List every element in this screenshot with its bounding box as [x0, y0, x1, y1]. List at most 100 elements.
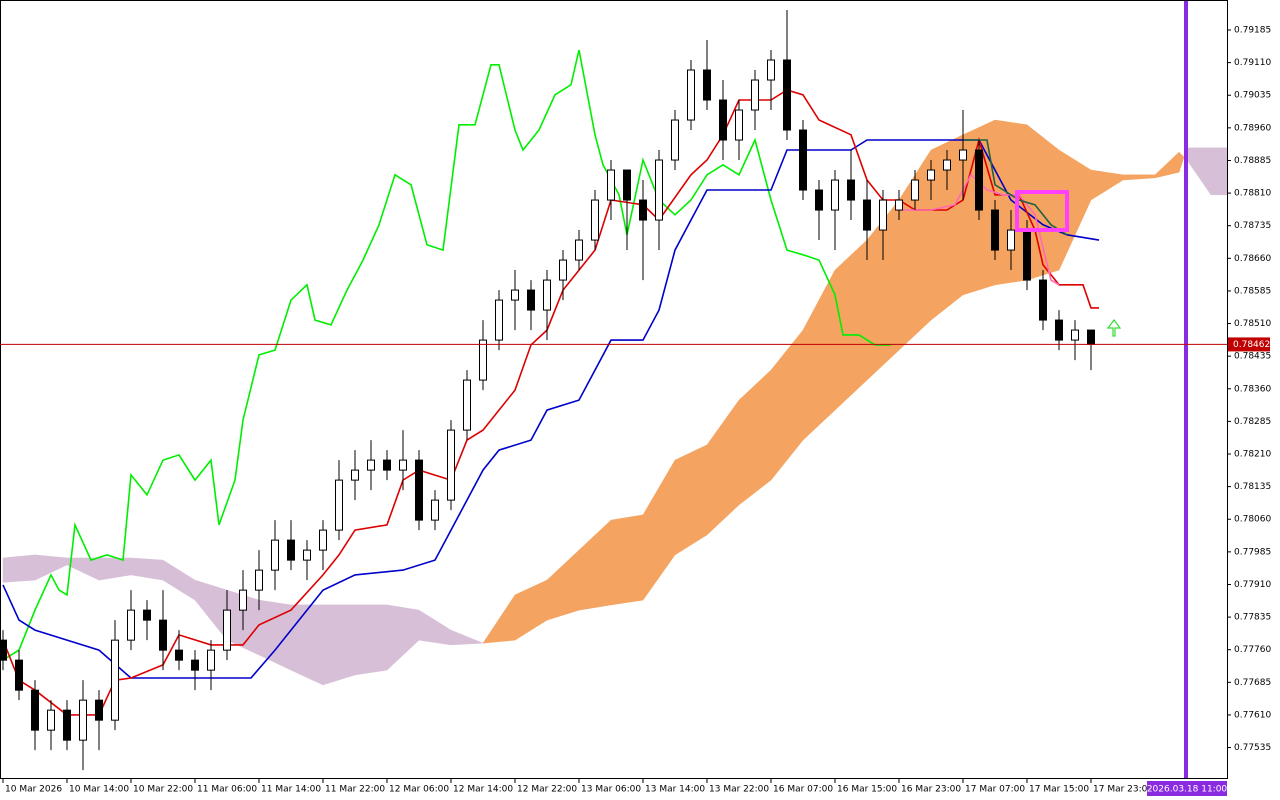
y-tick-label: 0.78810 — [1234, 189, 1271, 199]
y-tick-label: 0.78885 — [1234, 156, 1271, 166]
candle-body — [703, 69, 711, 101]
candle-body — [463, 379, 471, 431]
y-tick-label: 0.79035 — [1234, 91, 1271, 101]
cloud-segment — [1178, 151, 1185, 173]
candle-body — [255, 569, 263, 591]
candle-body — [495, 299, 503, 341]
candle-body — [111, 639, 119, 721]
candle-body — [335, 479, 343, 531]
y-tick-label: 0.77985 — [1234, 547, 1271, 557]
up-arrow — [1106, 319, 1122, 337]
candle-body — [63, 709, 71, 741]
candle-body — [591, 199, 599, 241]
candle-body — [431, 499, 439, 521]
x-tick-label: 11 Mar 22:00 — [325, 785, 385, 795]
x-tick-label: 13 Mar 22:00 — [709, 785, 769, 795]
candle-body — [991, 209, 999, 251]
candle-body — [79, 699, 87, 741]
candle-body — [751, 79, 759, 111]
candle-body — [1071, 329, 1079, 341]
candle-body — [639, 199, 647, 221]
cursor-time-label: 2026.03.18 11:00 — [1147, 785, 1228, 795]
x-tick-label: 16 Mar 15:00 — [837, 785, 897, 795]
candle-body — [383, 459, 391, 471]
ichimoku-cloud — [2, 119, 1228, 686]
candle-body — [1039, 279, 1047, 321]
cloud-segment — [610, 514, 644, 606]
candle-body — [175, 649, 183, 661]
candle-body — [143, 609, 151, 621]
x-tick-label: 10 Mar 22:00 — [133, 785, 193, 795]
candle-body — [351, 469, 359, 481]
candle-body — [671, 119, 679, 161]
x-tick-label: 12 Mar 22:00 — [517, 785, 577, 795]
candle-body — [479, 339, 487, 381]
candle-body — [895, 199, 903, 211]
y-tick-label: 0.77610 — [1234, 710, 1271, 720]
candle-body — [927, 169, 935, 181]
y-tick-label: 0.78660 — [1234, 254, 1271, 264]
candle-body — [943, 159, 951, 171]
cloud-segment — [322, 604, 356, 686]
candle-body — [271, 539, 279, 571]
candle-body — [511, 289, 519, 301]
x-tick-label: 12 Mar 06:00 — [389, 785, 449, 795]
candle-body — [863, 199, 871, 231]
candle-body — [527, 289, 535, 311]
candle-body — [655, 159, 663, 221]
y-tick-label: 0.78510 — [1234, 319, 1271, 329]
cloud-segment — [2, 554, 36, 583]
cloud-segment — [354, 604, 388, 676]
x-tick-label: 10 Mar 14:00 — [69, 785, 129, 795]
candle-body — [1023, 229, 1031, 281]
candle-body — [767, 59, 775, 81]
y-tick-label: 0.77685 — [1234, 678, 1271, 688]
candle-body — [1087, 329, 1095, 345]
y-tick-label: 0.78210 — [1234, 450, 1271, 460]
candle-body — [207, 649, 215, 671]
candle-body — [415, 459, 423, 521]
x-tick-label: 10 Mar 2026 — [5, 785, 62, 795]
candle-body — [15, 659, 23, 691]
x-tick-label: 11 Mar 06:00 — [197, 785, 257, 795]
y-tick-label: 0.77760 — [1234, 645, 1271, 655]
candle-body — [223, 609, 231, 651]
cursor-time-box — [1147, 781, 1227, 796]
y-tick-label: 0.78135 — [1234, 482, 1271, 492]
y-tick-label: 0.78585 — [1234, 286, 1271, 296]
indicator-line — [899, 173, 1060, 286]
candle-body — [975, 149, 983, 211]
x-tick-label: 13 Mar 14:00 — [645, 785, 705, 795]
candle-body — [815, 189, 823, 211]
y-tick-label: 0.79185 — [1234, 26, 1271, 36]
x-tick-label: 13 Mar 06:00 — [581, 785, 641, 795]
candle-body — [799, 129, 807, 191]
candle-body — [831, 179, 839, 211]
cloud-segment — [834, 239, 868, 411]
x-tick-label: 17 Mar 07:00 — [965, 785, 1025, 795]
y-tick-label: 0.78060 — [1234, 515, 1271, 525]
candle-body — [239, 589, 247, 611]
candle-body — [303, 549, 311, 561]
candle-body — [31, 689, 39, 731]
highlight-box — [1015, 190, 1069, 232]
candle-body — [0, 639, 7, 661]
candle-body — [911, 179, 919, 201]
candle-body — [191, 659, 199, 671]
y-tick-label: 0.77835 — [1234, 613, 1271, 623]
candle-body — [399, 459, 407, 471]
x-tick-label: 11 Mar 14:00 — [261, 785, 321, 795]
candle-body — [719, 99, 727, 141]
y-tick-label: 0.78360 — [1234, 384, 1271, 394]
candle-body — [127, 609, 135, 641]
x-tick-label: 16 Mar 07:00 — [773, 785, 833, 795]
candle-body — [959, 149, 967, 161]
cloud-segment — [450, 629, 484, 646]
x-tick-label: 16 Mar 23:00 — [901, 785, 961, 795]
candle-body — [447, 429, 455, 501]
cursor-line — [1184, 0, 1188, 778]
x-tick-label: 12 Mar 14:00 — [453, 785, 513, 795]
y-tick-label: 0.77535 — [1234, 743, 1271, 753]
candle-body — [1055, 319, 1063, 341]
